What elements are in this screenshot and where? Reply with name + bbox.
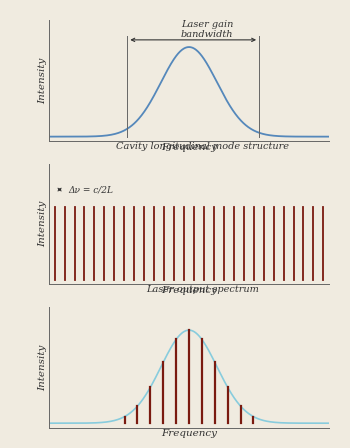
X-axis label: Frequency: Frequency — [161, 142, 217, 151]
Y-axis label: Intensity: Intensity — [38, 344, 48, 391]
X-axis label: Frequency: Frequency — [161, 286, 217, 295]
Text: Cavity longitudinal mode structure: Cavity longitudinal mode structure — [117, 142, 289, 151]
Text: Laser output spectrum: Laser output spectrum — [147, 285, 259, 294]
Text: Laser gain
bandwidth: Laser gain bandwidth — [181, 20, 233, 39]
Text: Δν = c/2L: Δν = c/2L — [69, 185, 114, 194]
Y-axis label: Intensity: Intensity — [38, 201, 48, 247]
X-axis label: Frequency: Frequency — [161, 429, 217, 438]
Y-axis label: Intensity: Intensity — [38, 57, 48, 104]
